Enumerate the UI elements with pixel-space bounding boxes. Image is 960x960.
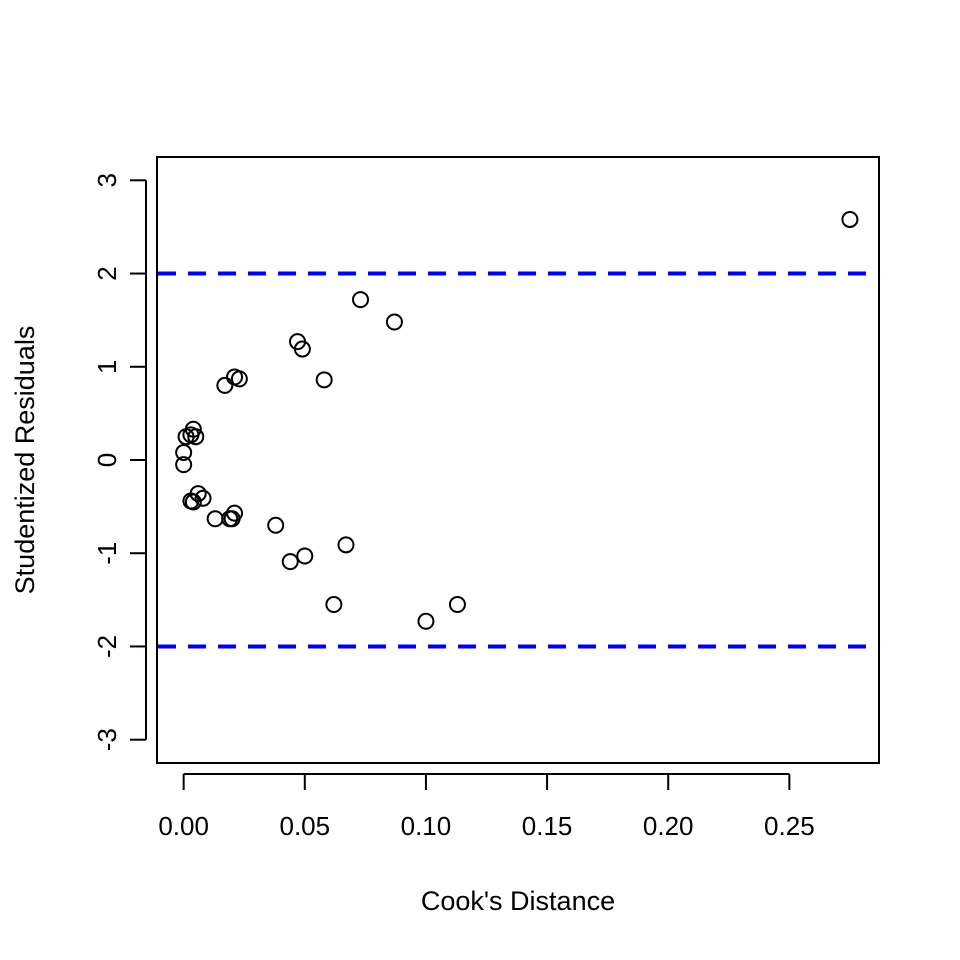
data-point <box>448 596 466 614</box>
y-axis-title: Studentized Residuals <box>10 326 40 595</box>
x-tick-label: 0.05 <box>279 811 330 841</box>
data-point <box>187 428 205 446</box>
x-axis-title: Cook's Distance <box>421 886 615 916</box>
y-tick-label: 2 <box>92 266 122 280</box>
data-point <box>385 313 403 331</box>
x-tick-label: 0.15 <box>522 811 573 841</box>
data-point <box>325 596 343 614</box>
x-tick-label: 0.10 <box>401 811 452 841</box>
data-point <box>281 553 299 571</box>
data-point <box>194 489 212 507</box>
data-point <box>296 547 314 565</box>
data-point <box>230 370 248 388</box>
data-point <box>267 516 285 534</box>
x-tick-label: 0.00 <box>158 811 209 841</box>
data-point <box>352 291 370 309</box>
data-point <box>175 456 193 474</box>
y-axis: -3 -2 -1 0 1 2 3 <box>92 173 147 751</box>
y-tick-label: -3 <box>92 728 122 751</box>
y-tick-label: -1 <box>92 542 122 565</box>
y-tick-label: 3 <box>92 173 122 187</box>
data-point <box>184 493 202 511</box>
y-tick-label: 1 <box>92 360 122 374</box>
data-point <box>841 210 859 228</box>
data-point <box>293 340 311 358</box>
y-tick-label: 0 <box>92 453 122 467</box>
data-point <box>337 536 355 554</box>
data-point <box>417 612 435 630</box>
data-point <box>226 504 244 522</box>
x-axis: 0.00 0.05 0.10 0.15 0.20 0.25 <box>158 773 815 841</box>
data-point <box>175 444 193 462</box>
data-point <box>206 510 224 528</box>
data-point <box>315 371 333 389</box>
x-tick-label: 0.25 <box>764 811 815 841</box>
plot-area <box>156 156 880 764</box>
x-tick-label: 0.20 <box>643 811 694 841</box>
y-tick-label: -2 <box>92 635 122 658</box>
reference-lines <box>158 271 878 649</box>
data-point <box>216 376 234 394</box>
data-points <box>175 210 859 630</box>
